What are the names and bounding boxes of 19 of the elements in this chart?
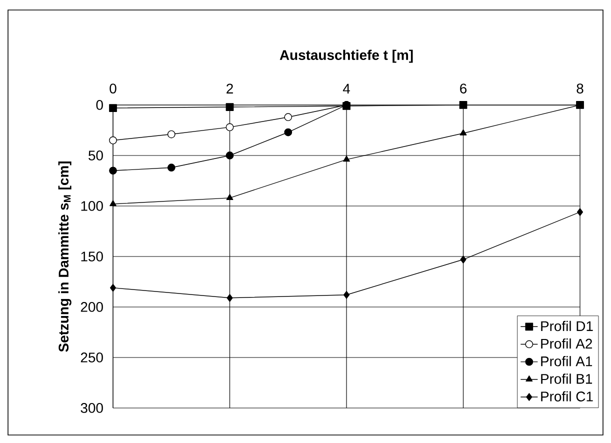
legend-label: Profil B1 xyxy=(541,374,592,384)
y-tick-label: 300 xyxy=(80,403,103,413)
y-tick-label: 0 xyxy=(96,100,103,110)
y-tick-label: 100 xyxy=(81,201,103,211)
text: Setzung in Dammitte s$_{M}$ [cm] xyxy=(58,162,72,352)
x-tick-label: 6 xyxy=(460,84,467,94)
x-tick-label: 4 xyxy=(342,84,350,94)
x-tick-label: 0 xyxy=(110,84,116,94)
x-tick-label: 8 xyxy=(576,84,584,94)
legend-label: Profil D1 xyxy=(541,320,593,332)
legend-label: Profil C1 xyxy=(541,391,593,402)
y-tick-label: 250 xyxy=(80,352,103,362)
y-tick-label: 150 xyxy=(81,252,103,262)
y-tick-label: 200 xyxy=(80,302,103,312)
x-axis-title: Austauschtiefe t [m] xyxy=(280,50,413,63)
y-tick-label: 50 xyxy=(88,150,103,160)
x-tick-label: 2 xyxy=(226,84,233,94)
legend-label: Profil A2 xyxy=(541,338,592,349)
legend-label: Profil A1 xyxy=(541,356,592,366)
